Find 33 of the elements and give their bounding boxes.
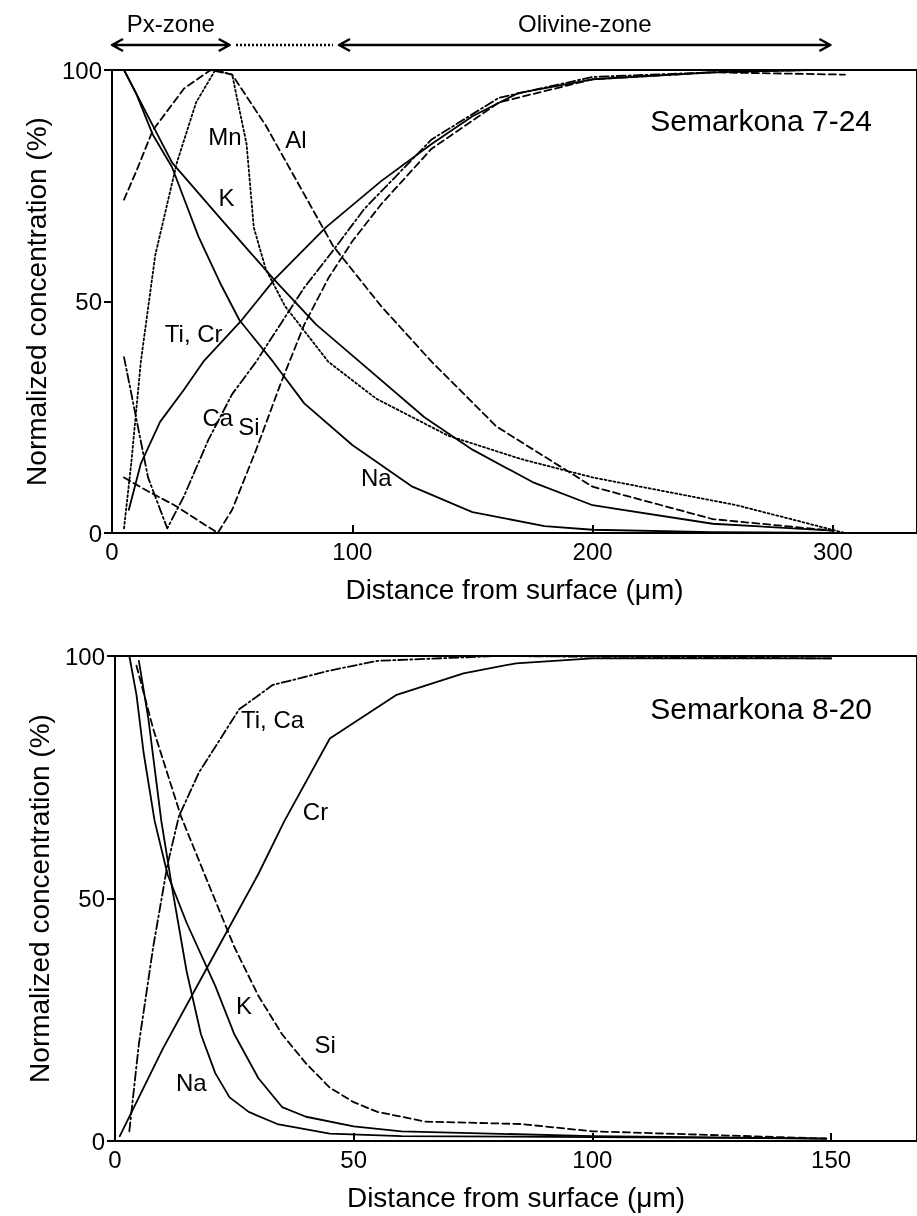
series-label: Na bbox=[176, 1069, 208, 1097]
series-label: K bbox=[235, 991, 252, 1019]
x-tick-label: 100 bbox=[332, 537, 373, 565]
series-label: Ti, Cr bbox=[164, 320, 223, 348]
series-label: Mn bbox=[208, 123, 242, 151]
text: Olivine-zone bbox=[518, 10, 652, 38]
y-tick-label: 100 bbox=[61, 56, 102, 84]
series-label: Si bbox=[238, 413, 260, 441]
series-label: K bbox=[218, 183, 235, 211]
y-tick-label: 50 bbox=[78, 885, 105, 912]
x-tick-label: 300 bbox=[812, 537, 853, 565]
y-axis-title: Normalized concentration (%) bbox=[23, 714, 55, 1083]
x-tick-label: 150 bbox=[811, 1145, 852, 1173]
x-tick-label: 50 bbox=[340, 1145, 368, 1173]
text: Semarkona 7-24 bbox=[650, 103, 872, 137]
y-tick-label: 0 bbox=[88, 519, 102, 547]
x-tick-label: 0 bbox=[108, 1145, 122, 1173]
x-axis-title: Distance from surface (μm) bbox=[345, 573, 684, 605]
series-label: Ca bbox=[202, 403, 234, 431]
series-label: Na bbox=[360, 463, 393, 491]
text: Px-zone bbox=[126, 10, 215, 38]
series-label: Si bbox=[314, 1030, 336, 1058]
y-tick-label: 50 bbox=[75, 288, 102, 315]
series-label: Al bbox=[285, 125, 307, 153]
y-tick-label: 0 bbox=[91, 1127, 105, 1155]
y-axis-title: Normalized concentration (%) bbox=[20, 117, 52, 486]
y-tick-label: 100 bbox=[64, 642, 105, 670]
text: Semarkona 8-20 bbox=[650, 691, 872, 725]
series-label: Ti, Ca bbox=[240, 705, 305, 733]
x-tick-label: 200 bbox=[572, 537, 613, 565]
x-axis-title: Distance from surface (μm) bbox=[346, 1181, 686, 1213]
x-tick-label: 100 bbox=[572, 1145, 613, 1173]
series-label: Cr bbox=[302, 797, 329, 825]
